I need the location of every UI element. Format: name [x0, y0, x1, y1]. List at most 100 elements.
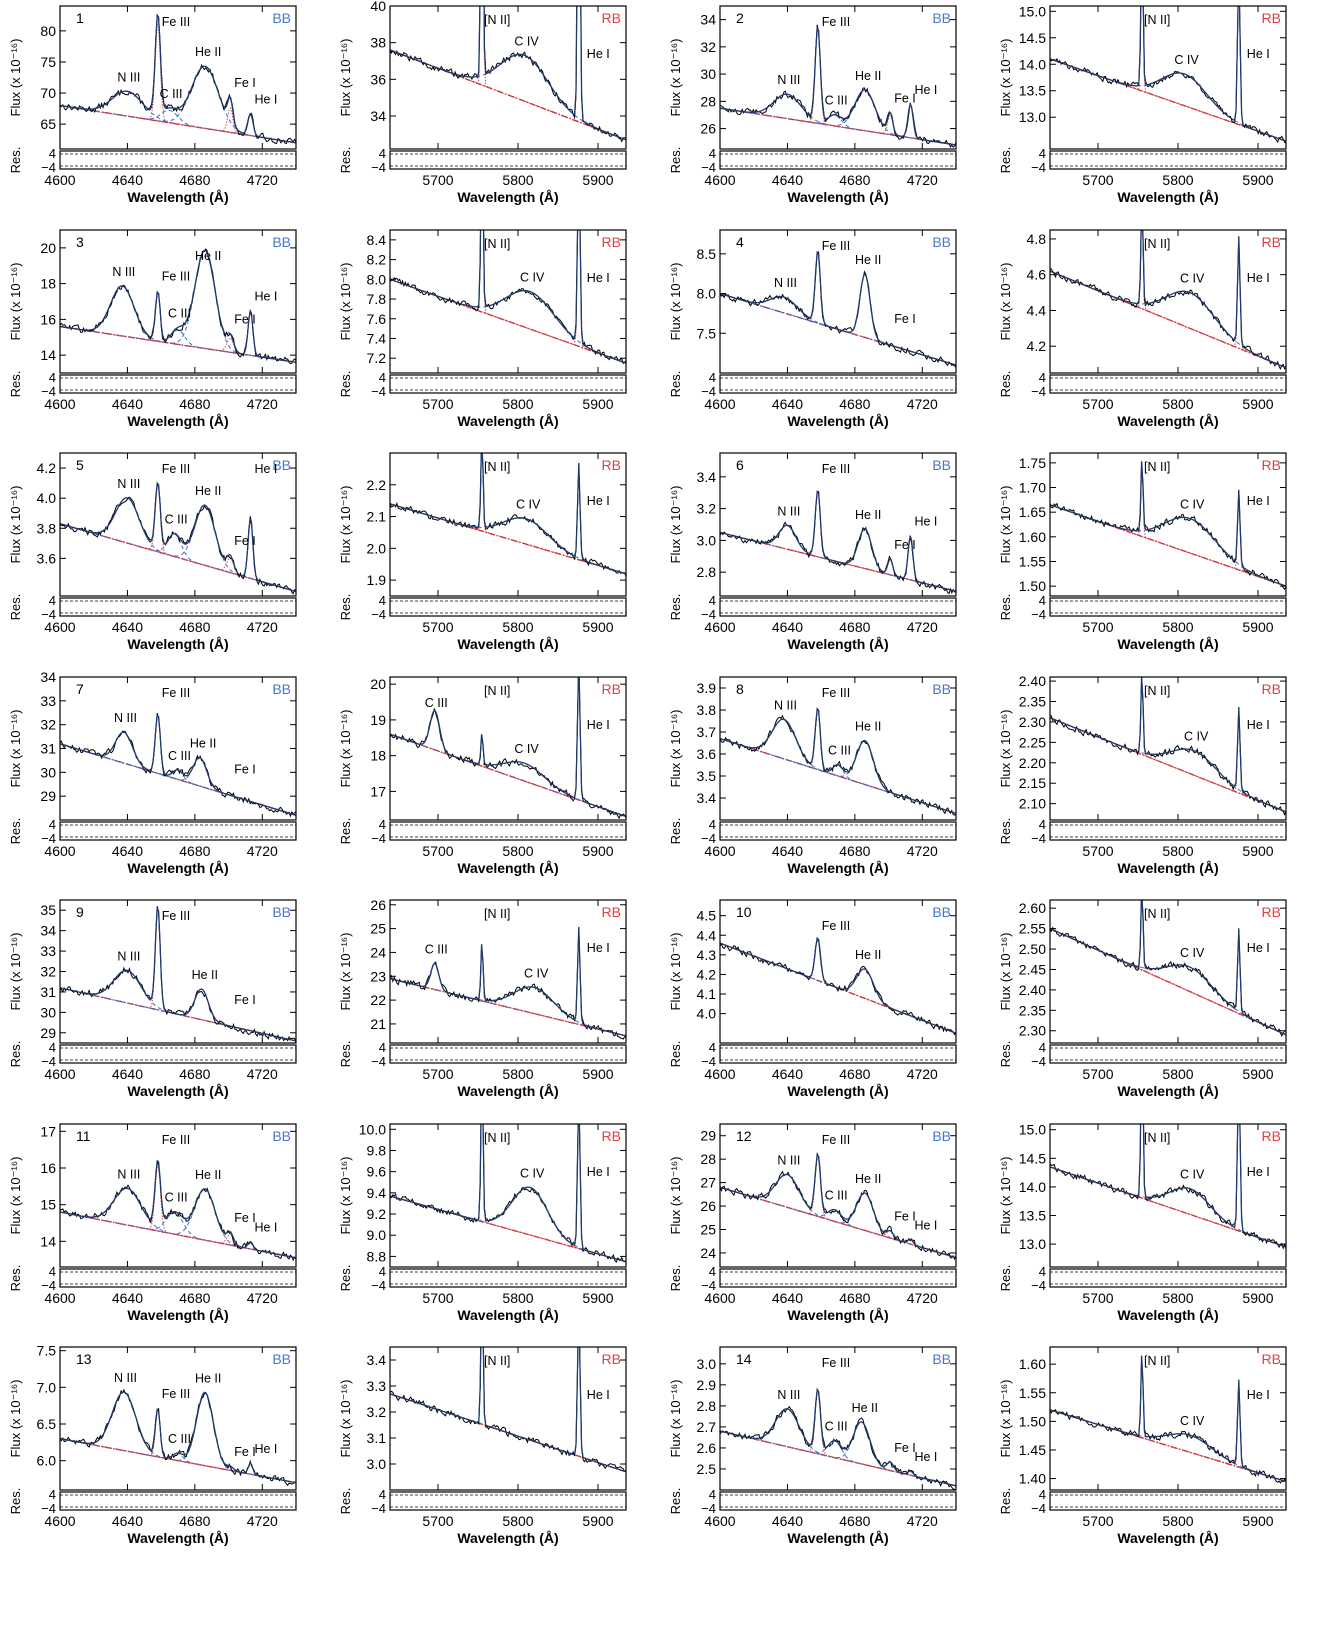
- band-label: RB: [1262, 10, 1281, 26]
- y-tick-label: 3.9: [697, 680, 717, 696]
- line-label: [N II]: [484, 460, 510, 474]
- plot-area: [390, 230, 626, 365]
- y-tick-label: 1.40: [1019, 1471, 1046, 1487]
- x-tick-label: 4720: [247, 172, 278, 188]
- spectrum-panel: 6.0 6.5 7.0 7.5 4600 4640 4680 4720 Flux (x 10⁻¹…: [0, 1341, 330, 1563]
- line-label: Fe I: [234, 762, 256, 776]
- residual-tick-label: 4: [1039, 1487, 1046, 1502]
- y-tick-label: 2.60: [1019, 900, 1046, 916]
- spectrum-panel: 2.30 2.35 2.40 2.45 2.50 2.55 2.60 5700 5800 5900…: [990, 894, 1320, 1116]
- total-fit: [1050, 6, 1286, 142]
- line-label: C III: [168, 306, 191, 320]
- y-tick-label: 28: [700, 93, 716, 109]
- spectrum-svg: 1.9 2.0 2.1 2.2 5700 5800 5900 Flux (x 10⁻¹⁶) 4−…: [338, 452, 627, 652]
- x-axis-label: Wavelength (Å): [127, 189, 228, 205]
- band-label: BB: [932, 904, 951, 920]
- panel-number: 6: [736, 457, 744, 473]
- x-axis-label: Wavelength (Å): [1117, 1083, 1218, 1099]
- panel-number: 7: [76, 681, 84, 697]
- band-label: BB: [932, 234, 951, 250]
- line-label: N III: [117, 949, 140, 963]
- line-label: He I: [254, 1221, 277, 1235]
- plot-area: [1050, 1355, 1286, 1484]
- y-tick-label: 13.0: [1019, 1236, 1046, 1252]
- y-tick-label: 24: [700, 1245, 716, 1261]
- line-label: N III: [114, 711, 137, 725]
- x-tick-label: 4600: [44, 619, 75, 635]
- y-tick-label: 21: [370, 1016, 386, 1032]
- y-tick-label: 4.8: [1027, 231, 1047, 247]
- x-tick-label: 5900: [582, 396, 613, 412]
- observed-spectrum: [1050, 462, 1286, 591]
- residual-frame: [1049, 1491, 1287, 1511]
- residual-frame: [389, 1491, 627, 1511]
- residual-tick-label: 4: [379, 370, 386, 385]
- line-label: C IV: [516, 498, 541, 512]
- y-tick-label: 26: [700, 121, 716, 137]
- residual-tick-label: −4: [701, 607, 716, 622]
- residual-tick-label: −4: [1031, 1054, 1046, 1069]
- line-label: C III: [825, 1189, 848, 1203]
- y-tick-label: 4.0: [697, 1006, 717, 1022]
- total-fit: [720, 1388, 956, 1487]
- y-axis-label: Flux (x 10⁻¹⁶): [668, 710, 683, 788]
- y-axis-label: Flux (x 10⁻¹⁶): [8, 933, 23, 1011]
- residual-tick-label: −4: [1031, 1278, 1046, 1293]
- y-tick-label: 8.5: [697, 246, 717, 262]
- spectrum-svg: 6.0 6.5 7.0 7.5 4600 4640 4680 4720 Flux (x 10⁻¹…: [8, 1343, 297, 1546]
- total-fit: [720, 490, 956, 592]
- total-fit: [60, 14, 296, 144]
- spectrum-svg: 1.50 1.55 1.60 1.65 1.70 1.75 5700 5800 5900 Flux…: [998, 452, 1287, 652]
- y-tick-label: 6.0: [37, 1453, 57, 1469]
- y-tick-label: 29: [700, 1128, 716, 1144]
- residual-tick-label: 4: [1039, 146, 1046, 161]
- y-tick-label: 7.2: [367, 350, 387, 366]
- line-label: Fe III: [822, 919, 850, 933]
- x-tick-label: 4720: [907, 1290, 938, 1306]
- y-tick-label: 15: [40, 1197, 56, 1213]
- line-label: Fe III: [162, 1387, 190, 1401]
- y-tick-label: 20: [40, 240, 56, 256]
- residual-tick-label: 4: [1039, 1040, 1046, 1055]
- line-label: He I: [1247, 47, 1270, 61]
- spectrum-panel: 1.9 2.0 2.1 2.2 5700 5800 5900 Flux (x 10⁻¹⁶) 4−…: [330, 447, 660, 669]
- residual-tick-label: 4: [709, 1264, 716, 1279]
- x-tick-label: 4600: [44, 1290, 75, 1306]
- x-axis-label: Wavelength (Å): [787, 413, 888, 429]
- y-tick-label: 1.55: [1019, 553, 1046, 569]
- y-axis-label: Flux (x 10⁻¹⁶): [998, 933, 1013, 1011]
- line-label: He I: [1247, 1388, 1270, 1402]
- x-tick-label: 4600: [44, 1066, 75, 1082]
- spectrum-svg: 21 22 23 24 25 26 5700 5800 5900 Flux (x 10⁻¹⁶) 4−…: [338, 897, 627, 1099]
- y-tick-label: 25: [700, 1221, 716, 1237]
- y-axis-label: Flux (x 10⁻¹⁶): [668, 39, 683, 117]
- plot-area: [720, 250, 956, 368]
- line-label: C IV: [514, 742, 539, 756]
- residual-axis-label: Res.: [338, 594, 353, 621]
- line-label: He I: [254, 93, 277, 107]
- residual-tick-label: −4: [41, 384, 56, 399]
- x-axis-label: Wavelength (Å): [457, 1530, 558, 1546]
- x-tick-label: 4600: [704, 1513, 735, 1529]
- y-tick-label: 9.0: [367, 1227, 387, 1243]
- x-tick-label: 4720: [247, 396, 278, 412]
- line-label: He I: [1247, 718, 1270, 732]
- spectrum-svg: 3.6 3.8 4.0 4.2 4600 4640 4680 4720 Flux (x 10⁻¹…: [8, 452, 297, 652]
- y-tick-label: 3.1: [367, 1430, 387, 1446]
- residual-tick-label: 4: [49, 370, 56, 385]
- observed-spectrum: [720, 251, 956, 368]
- plot-area: [1050, 1124, 1286, 1250]
- line-label: He I: [914, 514, 937, 528]
- x-tick-label: 5900: [582, 1513, 613, 1529]
- line-label: C III: [825, 1420, 848, 1434]
- y-tick-label: 35: [40, 902, 56, 918]
- y-tick-label: 17: [370, 783, 386, 799]
- observed-spectrum: [720, 709, 956, 816]
- y-tick-label: 2.50: [1019, 941, 1046, 957]
- spectrum-panel: 7.5 8.0 8.5 4600 4640 4680 4720 Flux (x 10⁻¹⁶) 4…: [660, 224, 990, 446]
- y-tick-label: 33: [40, 943, 56, 959]
- y-tick-label: 14.0: [1019, 1179, 1046, 1195]
- x-tick-label: 5800: [1162, 396, 1193, 412]
- x-tick-label: 5900: [1242, 1513, 1273, 1529]
- x-tick-label: 5700: [422, 1066, 453, 1082]
